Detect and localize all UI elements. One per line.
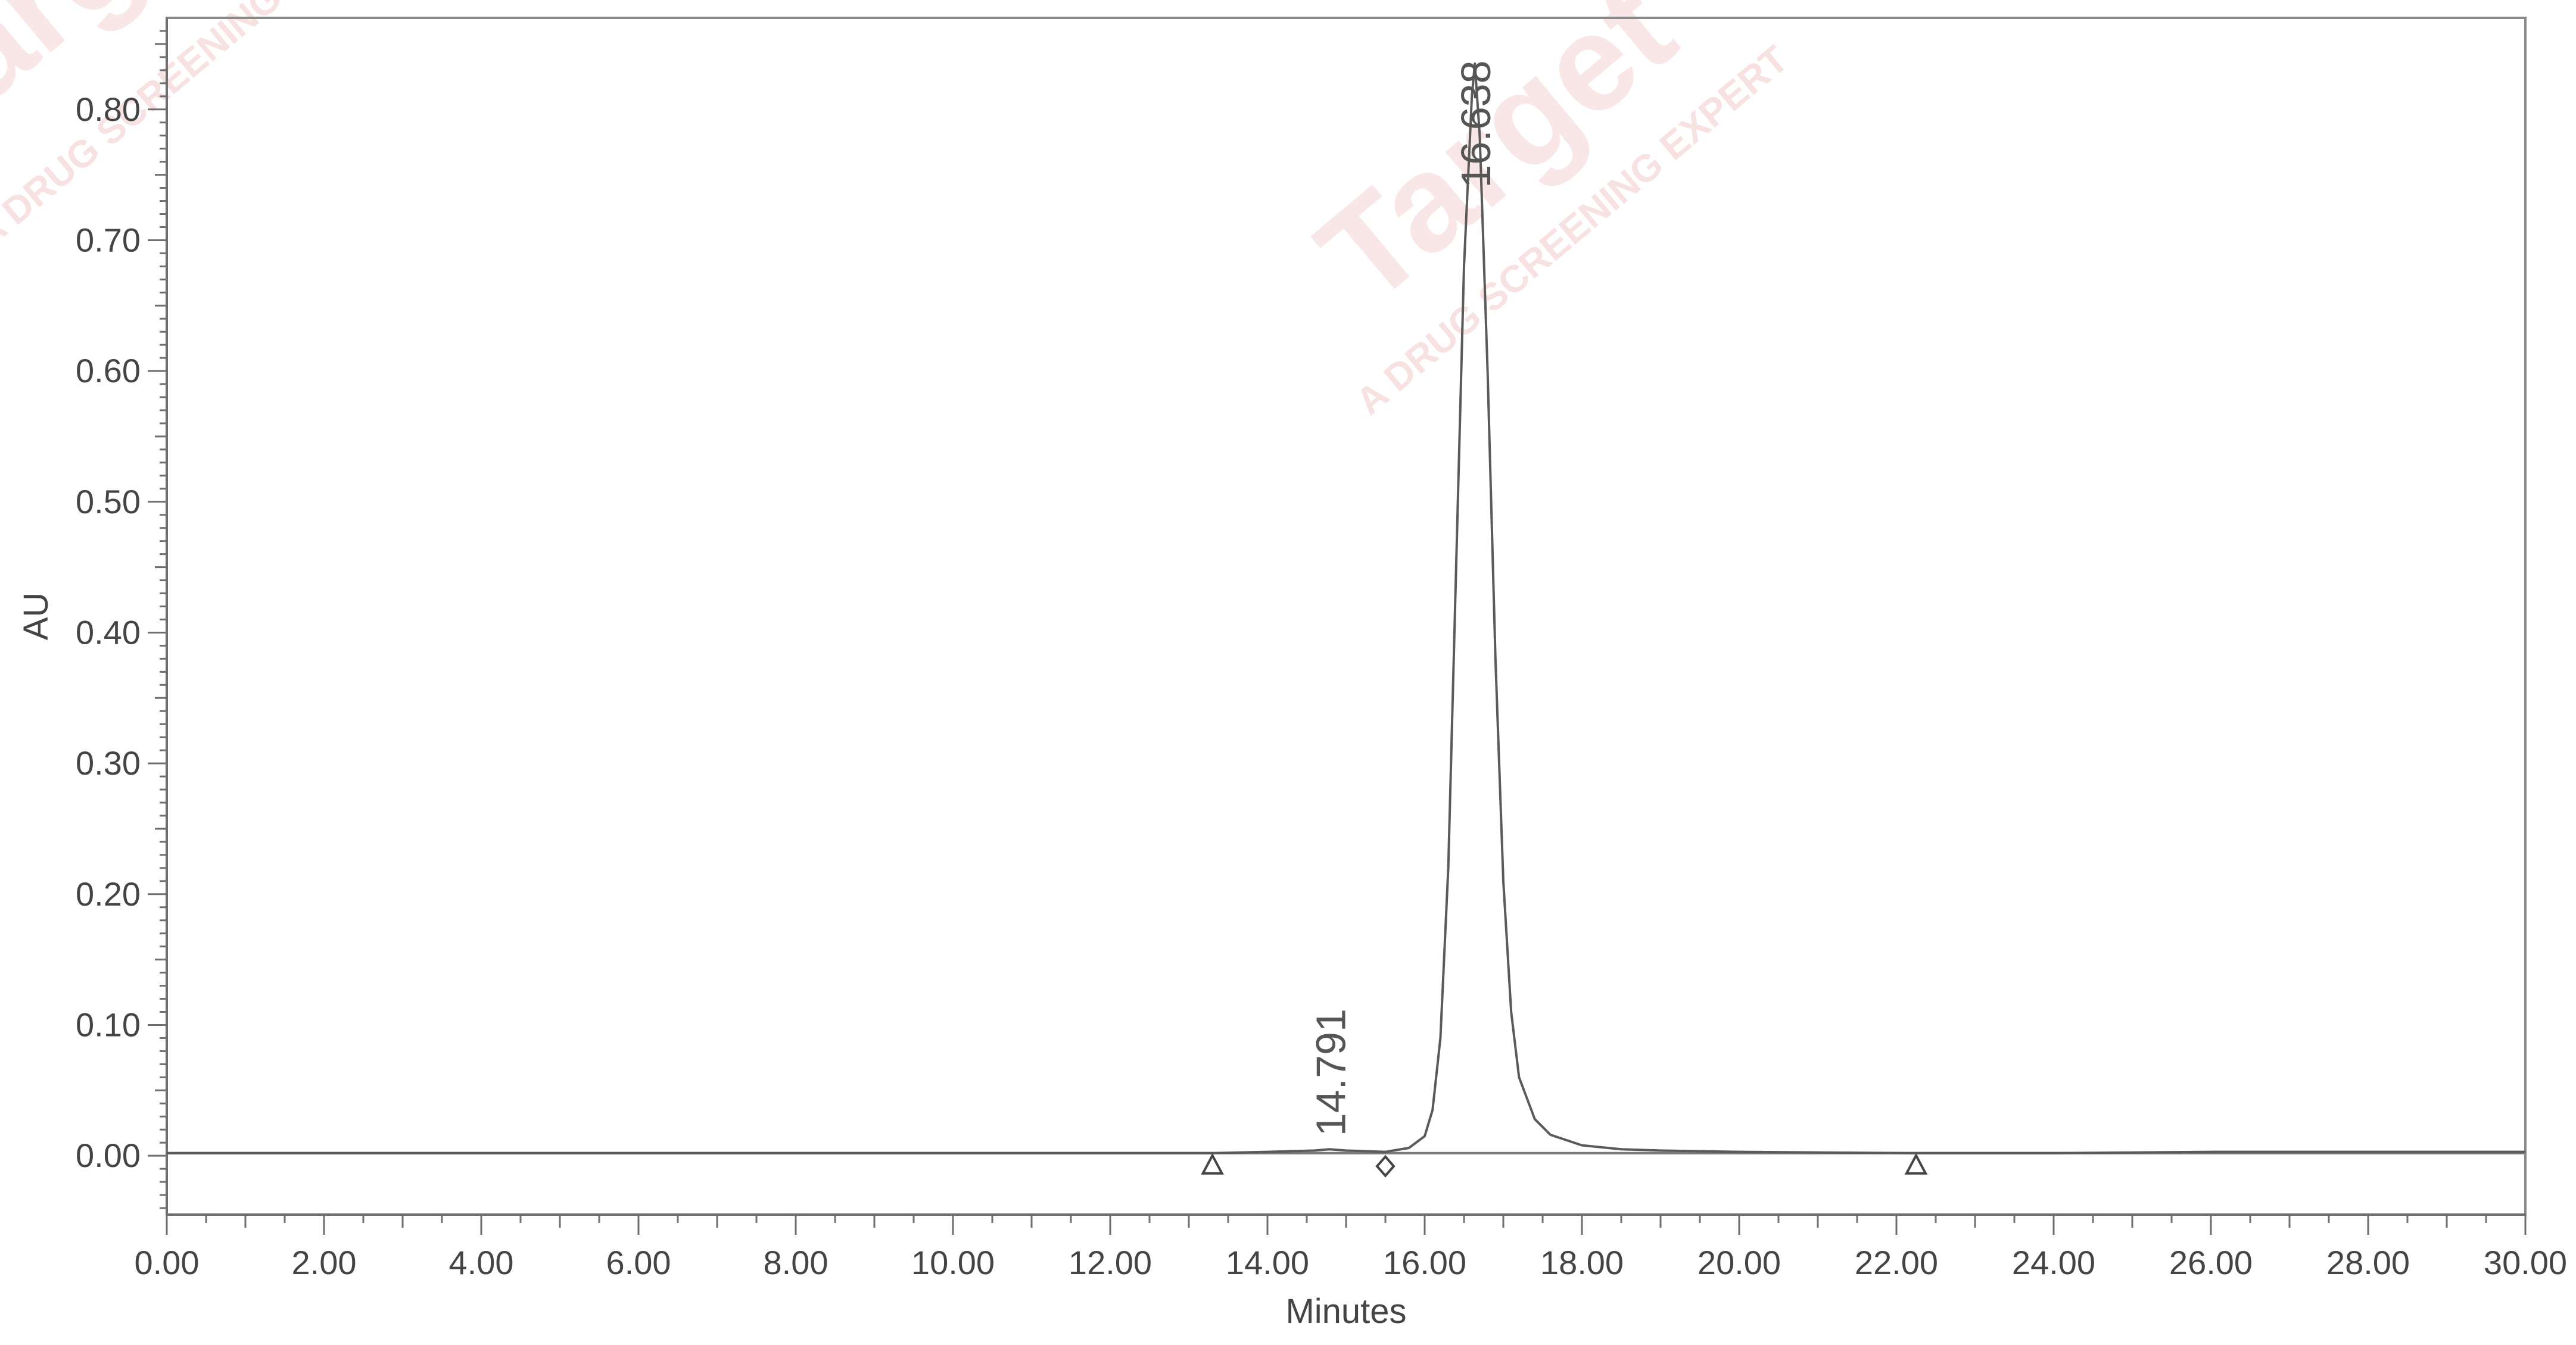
- x-tick-label: 20.00: [1697, 1244, 1781, 1281]
- x-tick-label: 28.00: [2326, 1244, 2410, 1281]
- x-tick-label: 24.00: [2012, 1244, 2095, 1281]
- y-axis: 0.00 0.10 0.20 0.30 0.40 0.50 0.60 0.70 0.80: [76, 18, 168, 1215]
- y-tick-label: 0.40: [76, 613, 141, 651]
- x-tick-label: 16.00: [1383, 1244, 1466, 1281]
- integration-start-end-marker: [1201, 1153, 1224, 1175]
- x-tick-label: 14.00: [1226, 1244, 1309, 1281]
- integration-drop-marker: [1375, 1154, 1396, 1178]
- x-tick-label: 8.00: [764, 1244, 828, 1281]
- x-tick-label: 10.00: [911, 1244, 995, 1281]
- x-tick-label: 6.00: [606, 1244, 671, 1281]
- x-tick-label: 26.00: [2169, 1244, 2253, 1281]
- x-axis: 0.00 2.00 4.00 6.00 8.00 10.00 12.00 14.00 16.00…: [135, 1213, 2567, 1281]
- y-tick-label: 0.80: [76, 91, 141, 128]
- x-tick-label: 30.00: [2484, 1244, 2567, 1281]
- y-tick-label: 0.00: [76, 1137, 141, 1174]
- x-tick-label: 0.00: [135, 1244, 200, 1281]
- x-tick-label: 12.00: [1069, 1244, 1152, 1281]
- y-tick-label: 0.60: [76, 352, 141, 389]
- integration-start-end-marker: [1904, 1153, 1928, 1175]
- y-tick-label: 0.50: [76, 483, 141, 520]
- x-tick-label: 4.00: [449, 1244, 514, 1281]
- integration-markers: [1201, 1153, 1928, 1178]
- x-tick-label: 18.00: [1540, 1244, 1624, 1281]
- y-tick-label: 0.20: [76, 875, 141, 913]
- peak-labels: 14.791 16.638: [1307, 60, 1499, 1136]
- y-axis-title: AU: [17, 592, 55, 641]
- peak-retention-label: 16.638: [1453, 60, 1499, 188]
- y-tick-label: 0.70: [76, 221, 141, 258]
- chromatogram-trace: [167, 62, 2525, 1154]
- series-layer: [167, 62, 2525, 1154]
- x-tick-label: 2.00: [292, 1244, 357, 1281]
- x-axis-title: Minutes: [1285, 1292, 1406, 1331]
- x-tick-label: 22.00: [1855, 1244, 1938, 1281]
- peak-retention-label: 14.791: [1307, 1009, 1354, 1136]
- y-tick-label: 0.10: [76, 1006, 141, 1043]
- y-tick-label: 0.30: [76, 744, 141, 782]
